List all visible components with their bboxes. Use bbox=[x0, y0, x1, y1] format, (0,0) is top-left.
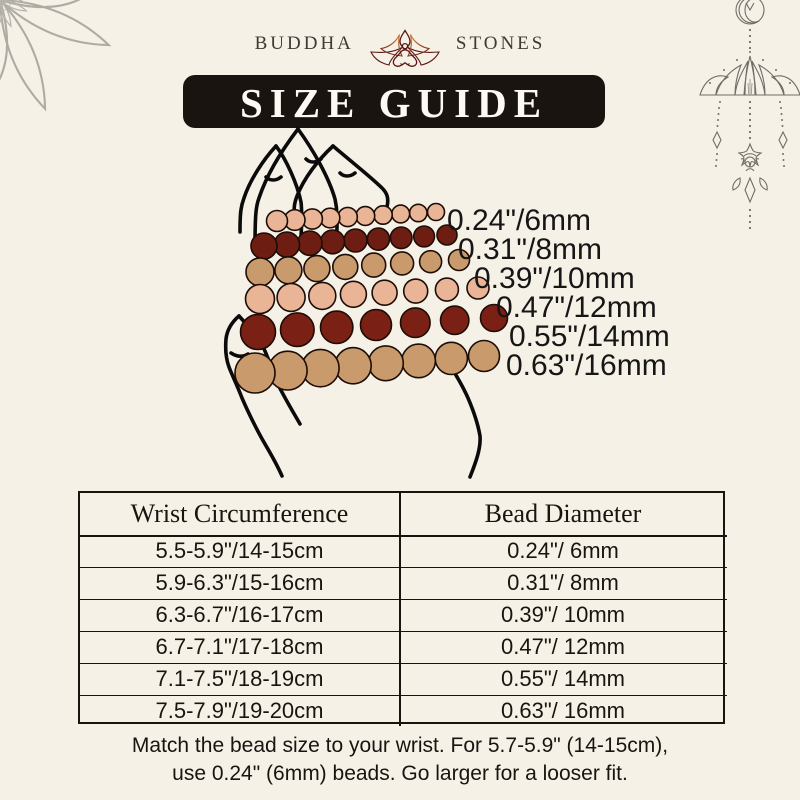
svg-text:0.63"/16mm: 0.63"/16mm bbox=[506, 349, 667, 382]
